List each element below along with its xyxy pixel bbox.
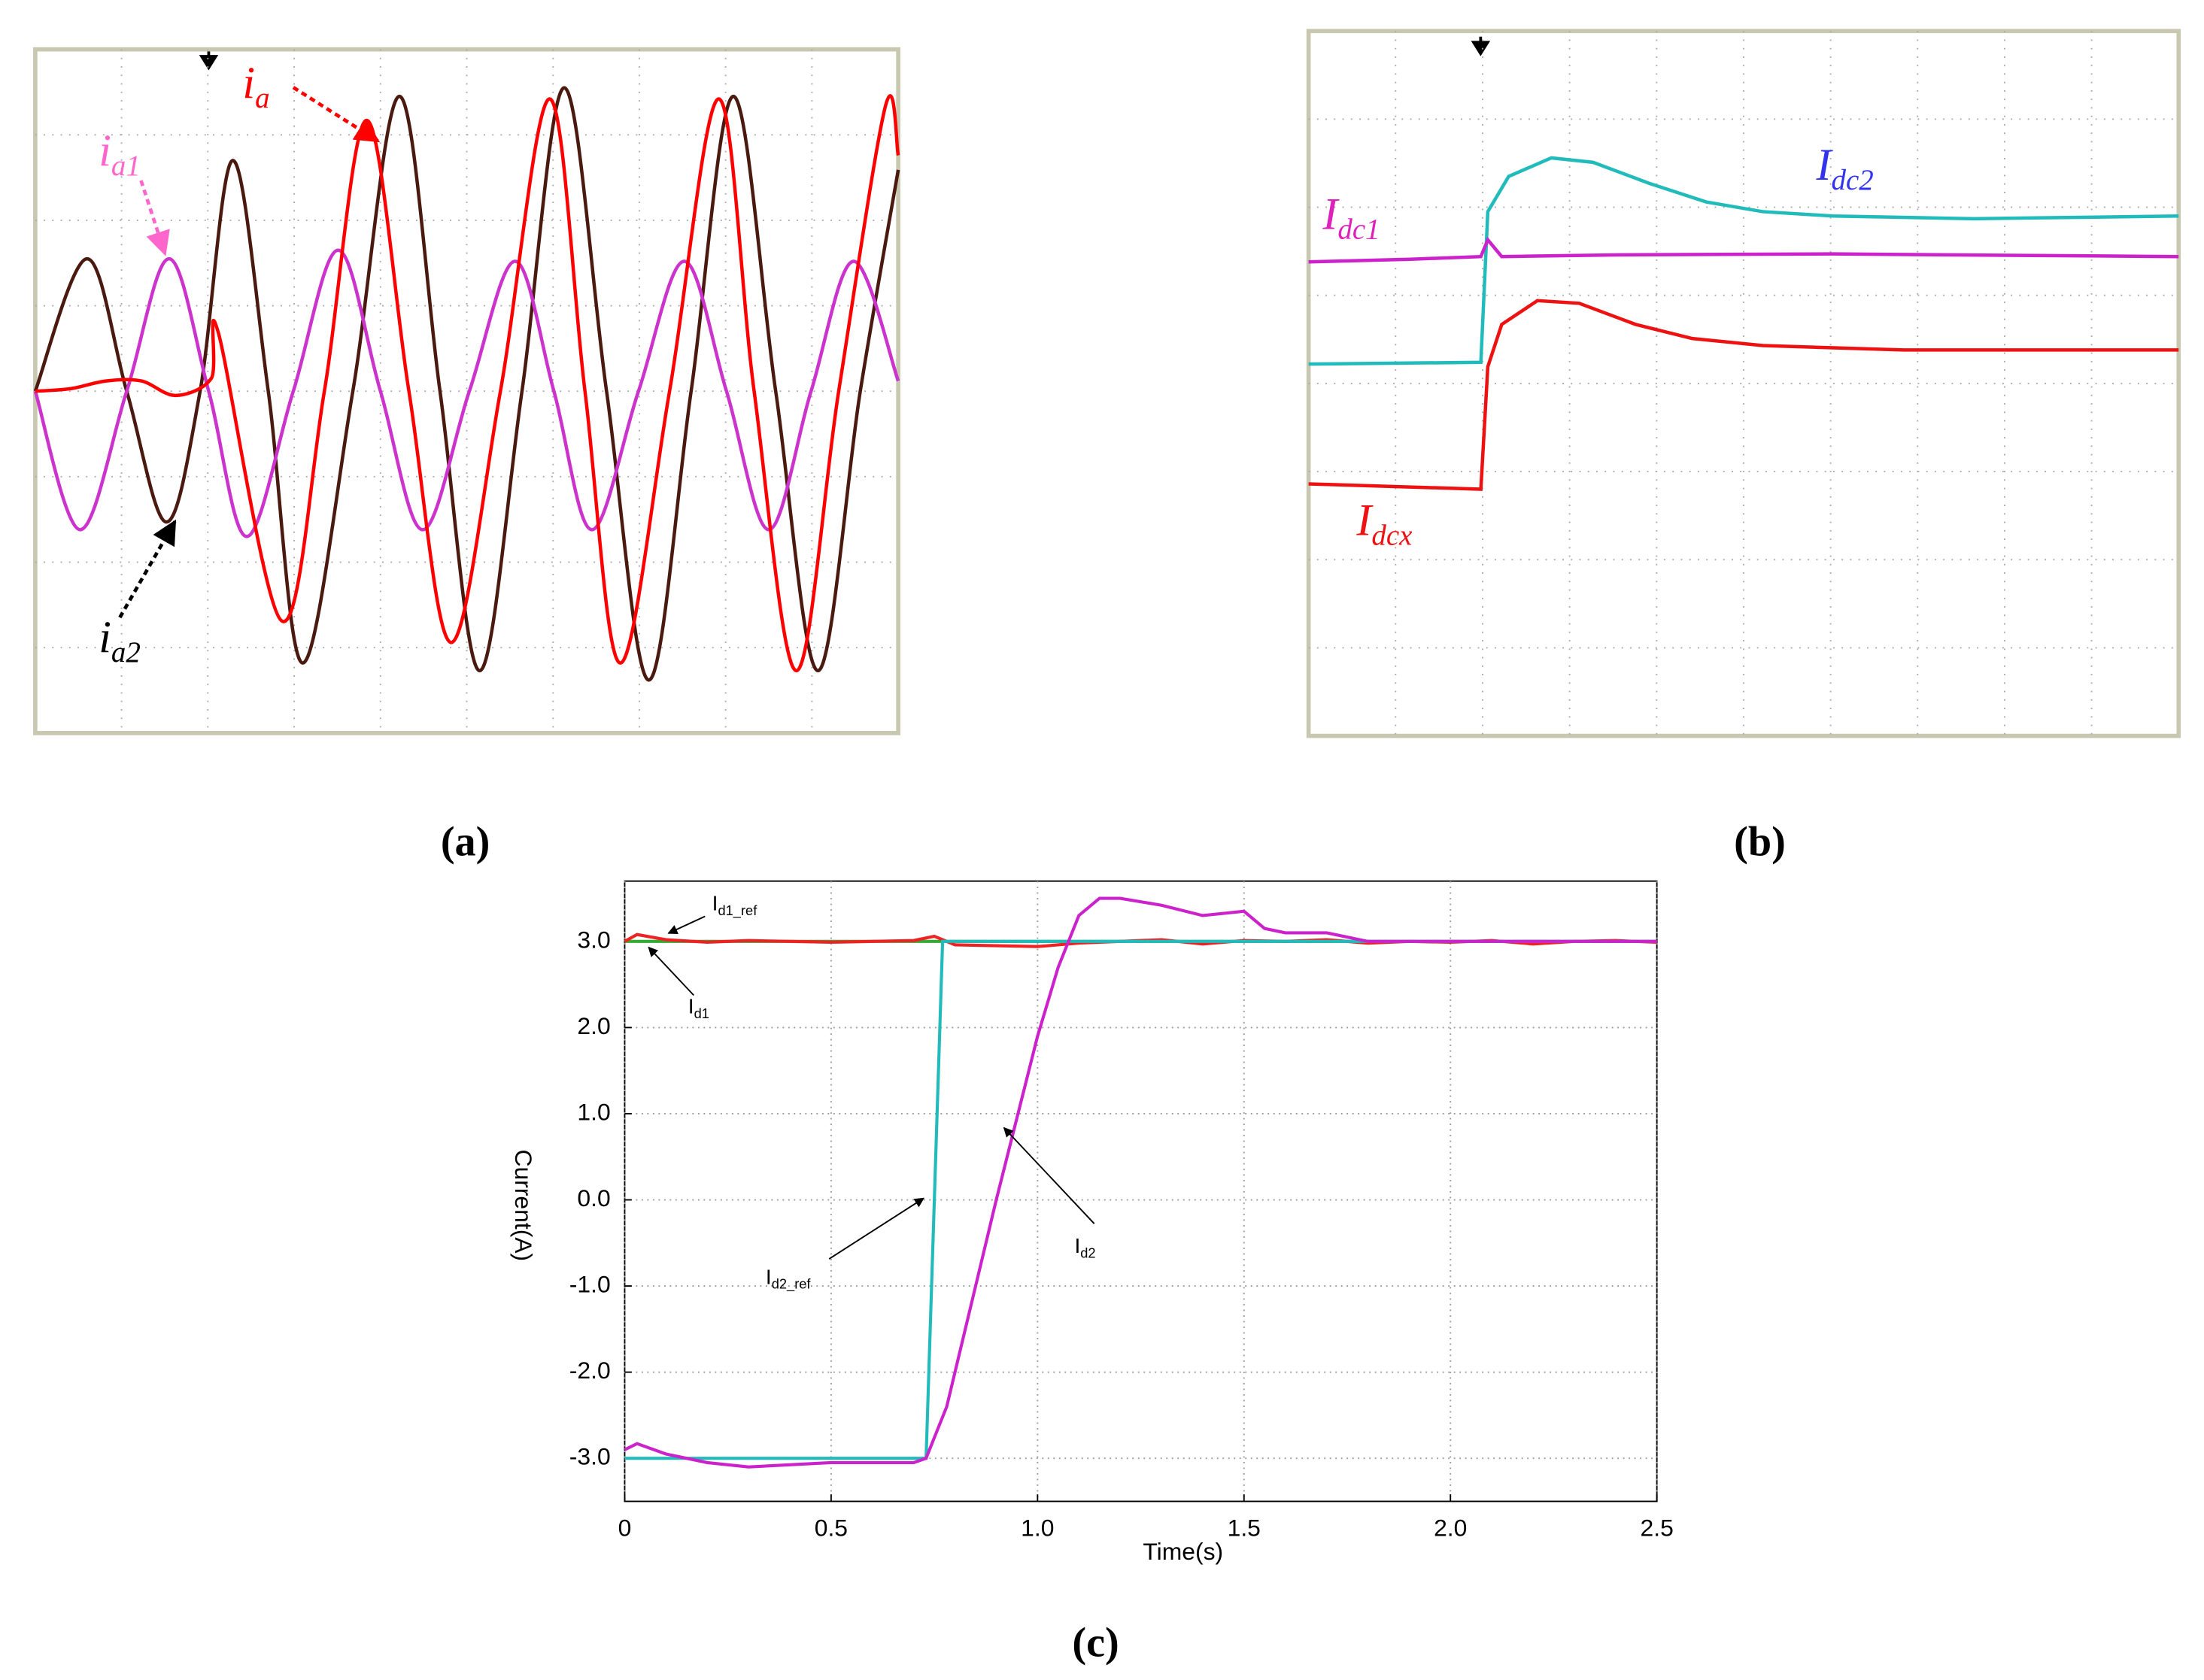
series-line: [33, 86, 900, 682]
x-axis-label: Time(s): [1143, 1538, 1223, 1565]
y-tick-label: 0.0: [577, 1184, 610, 1211]
curve-label: Idcx: [1355, 495, 1413, 551]
label-main: i: [99, 126, 111, 175]
label-main: I: [712, 892, 718, 915]
label-arrow: [648, 946, 694, 996]
x-tick-label: 0.5: [815, 1514, 848, 1541]
trigger-marker: [199, 50, 219, 71]
curve-label: Id1_ref: [712, 892, 758, 919]
curve-label: ia2: [99, 612, 141, 669]
label-sub: dcx: [1371, 519, 1413, 551]
curve-label: Idc1: [1322, 189, 1380, 245]
y-tick-label: -1.0: [569, 1270, 611, 1297]
panel-caption: (a): [441, 819, 490, 866]
label-main: I: [1815, 140, 1833, 190]
screen-frame: [1306, 29, 2181, 738]
x-tick-label: 1.0: [1021, 1514, 1054, 1541]
y-tick-label: 2.0: [577, 1012, 610, 1039]
label-sub: d1: [694, 1005, 709, 1021]
x-tick-label: 2.0: [1434, 1514, 1467, 1541]
series-line: [624, 896, 1657, 1469]
label-sub: d2_ref: [772, 1276, 812, 1293]
curve-label: Id2: [1074, 1234, 1095, 1260]
panel: 0 0.5 1.0 1.5 2.0 2.5 3.0 2.0 1.0 0.0 -1.0 -2.0 -3.0…: [510, 880, 1674, 1666]
series-line: [1308, 299, 2179, 491]
series-line: [624, 939, 1657, 1460]
label-sub: d1_ref: [718, 902, 757, 919]
x-tick-label: 2.5: [1641, 1514, 1674, 1541]
label-main: i: [99, 612, 111, 662]
label-arrow: [1003, 1127, 1095, 1224]
curve-label: Id1: [688, 995, 709, 1021]
label-main: I: [1322, 189, 1340, 238]
curve-label: Idc2: [1815, 140, 1873, 196]
label-sub: d2: [1080, 1245, 1095, 1260]
y-axis-label: Current(A): [510, 1149, 537, 1261]
series-line: [1308, 236, 2179, 264]
x-tick-label: 1.5: [1228, 1514, 1261, 1541]
curve-label: ia: [242, 58, 269, 114]
x-tick-label: 0: [618, 1514, 632, 1541]
curve-label: ia1: [99, 126, 141, 182]
label-sub: dc1: [1337, 214, 1380, 246]
label-sub: a: [255, 82, 270, 114]
label-main: I: [766, 1266, 772, 1289]
label-arrow: [292, 86, 381, 143]
trigger-marker: [1471, 36, 1491, 56]
series-line: [1308, 156, 2179, 366]
label-arrow: [118, 519, 177, 619]
panel-caption: (c): [1072, 1619, 1119, 1666]
label-main: I: [1355, 495, 1374, 544]
label-main: I: [688, 995, 694, 1018]
label-arrow: [139, 180, 170, 256]
label-arrow: [828, 1197, 924, 1260]
label-sub: a1: [111, 150, 141, 182]
y-tick-label: -2.0: [569, 1357, 611, 1384]
y-tick-label: -3.0: [569, 1443, 611, 1470]
plot-frame: [624, 880, 1658, 1503]
y-tick-label: 3.0: [577, 926, 610, 953]
y-tick-label: 1.0: [577, 1098, 610, 1125]
label-main: i: [242, 58, 255, 108]
label-sub: dc2: [1831, 164, 1873, 196]
panel-caption: (b): [1734, 819, 1786, 866]
series-line: [35, 94, 900, 673]
label-arrow: [667, 915, 706, 935]
label-main: I: [1074, 1234, 1080, 1257]
label-sub: a2: [111, 636, 141, 669]
curve-label: Id2_ref: [766, 1266, 812, 1293]
series-line: [33, 248, 900, 538]
